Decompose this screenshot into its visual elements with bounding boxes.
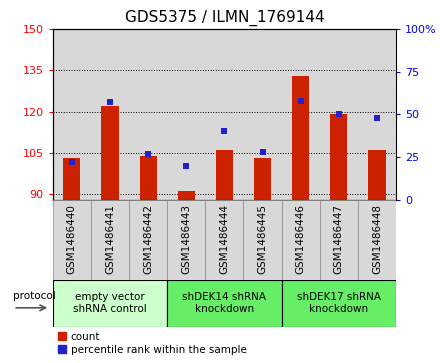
Bar — [129, 29, 167, 200]
Bar — [282, 29, 320, 200]
Bar — [330, 114, 348, 200]
Bar — [216, 150, 233, 200]
FancyBboxPatch shape — [167, 280, 282, 327]
Bar — [63, 158, 81, 200]
FancyBboxPatch shape — [205, 200, 243, 280]
FancyBboxPatch shape — [358, 200, 396, 280]
Bar — [358, 29, 396, 200]
Text: GSM1486446: GSM1486446 — [296, 204, 306, 274]
Text: GSM1486443: GSM1486443 — [181, 204, 191, 274]
Text: GSM1486444: GSM1486444 — [220, 204, 229, 274]
Text: GSM1486447: GSM1486447 — [334, 204, 344, 274]
FancyBboxPatch shape — [282, 280, 396, 327]
Bar — [243, 29, 282, 200]
FancyBboxPatch shape — [53, 280, 167, 327]
FancyBboxPatch shape — [91, 200, 129, 280]
Bar — [139, 156, 157, 200]
Title: GDS5375 / ILMN_1769144: GDS5375 / ILMN_1769144 — [125, 10, 324, 26]
Bar — [368, 150, 385, 200]
Text: GSM1486445: GSM1486445 — [257, 204, 268, 274]
Text: shDEK14 shRNA
knockdown: shDEK14 shRNA knockdown — [183, 292, 266, 314]
FancyBboxPatch shape — [167, 200, 205, 280]
FancyBboxPatch shape — [320, 200, 358, 280]
FancyBboxPatch shape — [243, 200, 282, 280]
Bar — [102, 106, 119, 200]
FancyBboxPatch shape — [282, 200, 320, 280]
Text: GSM1486448: GSM1486448 — [372, 204, 382, 274]
Text: shDEK17 shRNA
knockdown: shDEK17 shRNA knockdown — [297, 292, 381, 314]
Bar — [205, 29, 243, 200]
Text: protocol: protocol — [13, 291, 56, 301]
Text: GSM1486442: GSM1486442 — [143, 204, 153, 274]
Text: GSM1486440: GSM1486440 — [67, 204, 77, 273]
Bar — [178, 191, 195, 200]
Bar — [254, 158, 271, 200]
Text: GSM1486441: GSM1486441 — [105, 204, 115, 274]
Bar — [292, 76, 309, 200]
Bar — [91, 29, 129, 200]
Legend: count, percentile rank within the sample: count, percentile rank within the sample — [58, 332, 246, 355]
FancyBboxPatch shape — [129, 200, 167, 280]
Bar — [53, 29, 91, 200]
Bar — [167, 29, 205, 200]
FancyBboxPatch shape — [53, 200, 91, 280]
Text: empty vector
shRNA control: empty vector shRNA control — [73, 292, 147, 314]
Bar — [320, 29, 358, 200]
